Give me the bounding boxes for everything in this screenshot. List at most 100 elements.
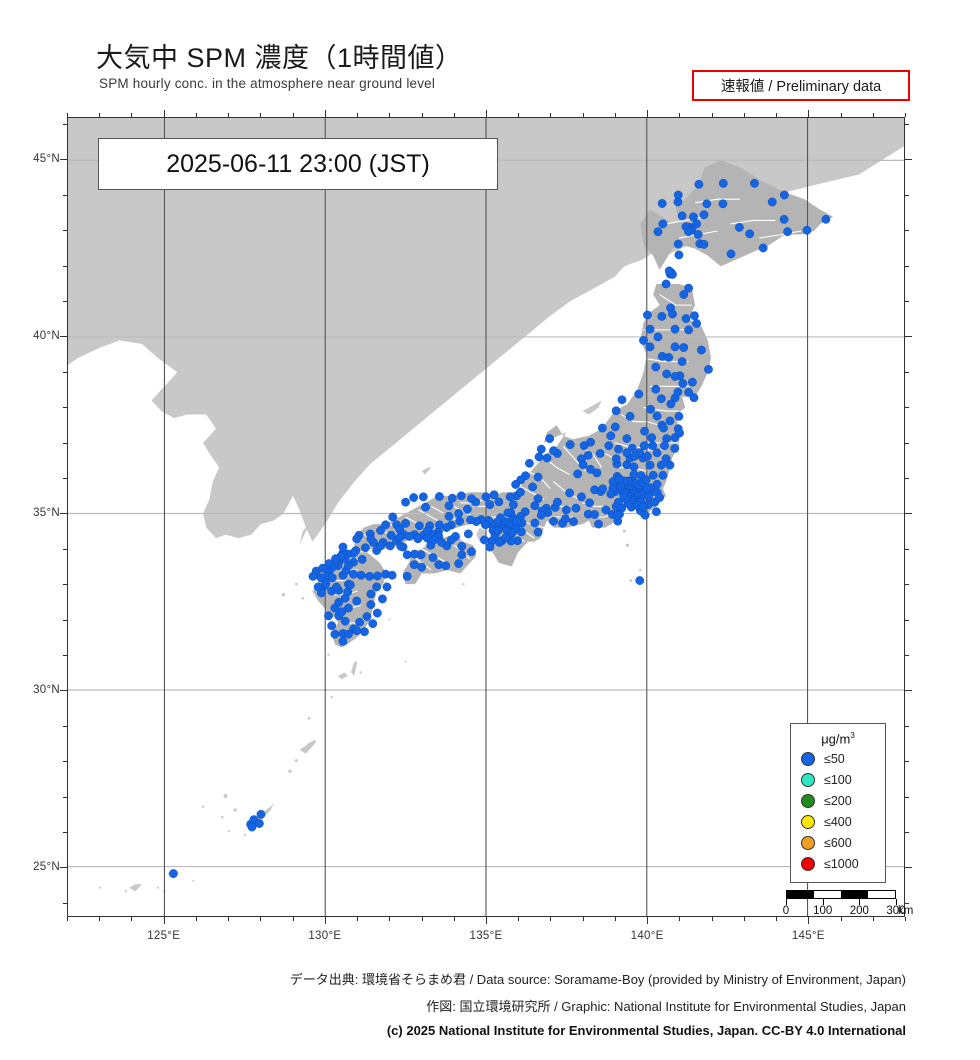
x-axis-tick-label-1: 130°E bbox=[308, 930, 342, 942]
legend-label-1: ≤100 bbox=[824, 772, 852, 787]
y-axis-tick-45 bbox=[60, 159, 67, 161]
x-axis-tick-top-128 bbox=[260, 113, 262, 117]
y-axis-tick-46 bbox=[63, 124, 67, 126]
page-subtitle: SPM hourly conc. in the atmosphere near … bbox=[99, 76, 436, 91]
x-axis-tick-top-136 bbox=[518, 113, 520, 117]
x-axis-tick-140 bbox=[647, 917, 649, 924]
scale-segment-1 bbox=[814, 891, 841, 898]
x-axis-tick-130 bbox=[324, 917, 326, 924]
map-plot-area[interactable] bbox=[67, 117, 905, 917]
y-axis-tick-right-38 bbox=[905, 407, 909, 409]
scale-segment-2 bbox=[841, 891, 868, 898]
y-axis-tick-right-30 bbox=[905, 690, 912, 692]
x-axis-tick-top-126 bbox=[195, 113, 197, 117]
y-axis-tick-32 bbox=[63, 619, 67, 621]
legend-swatch-0 bbox=[801, 751, 815, 766]
x-axis-tick-top-148 bbox=[905, 113, 906, 117]
x-axis-tick-top-123 bbox=[99, 113, 101, 117]
legend-item-2: ≤200 bbox=[791, 790, 885, 811]
y-axis-tick-right-44 bbox=[905, 194, 909, 196]
scale-label-3: 300 bbox=[886, 905, 906, 917]
x-axis-tick-133 bbox=[421, 917, 423, 921]
scale-tick-3 bbox=[896, 899, 897, 905]
y-axis-tick-27 bbox=[63, 796, 67, 798]
x-axis-tick-label-4: 145°E bbox=[791, 930, 825, 942]
x-axis-tick-136 bbox=[518, 917, 520, 921]
timestamp-box: 2025-06-11 23:00 (JST) bbox=[98, 138, 498, 190]
x-axis-tick-141 bbox=[679, 917, 681, 921]
scale-bar-segments bbox=[786, 890, 896, 899]
y-axis-tick-42 bbox=[63, 265, 67, 267]
x-axis-tick-label-3: 140°E bbox=[630, 930, 664, 942]
legend-item-1: ≤100 bbox=[791, 769, 885, 790]
legend-swatch-2 bbox=[801, 793, 815, 808]
scale-label-2: 200 bbox=[849, 905, 869, 917]
y-axis-tick-right-40 bbox=[905, 336, 912, 338]
y-axis-tick-40 bbox=[60, 336, 67, 338]
y-axis-tick-43 bbox=[63, 230, 67, 232]
y-axis-tick-36 bbox=[63, 478, 67, 480]
x-axis-tick-128 bbox=[260, 917, 262, 921]
y-axis-tick-41 bbox=[63, 301, 67, 303]
scale-label-1: 100 bbox=[813, 905, 833, 917]
legend-label-3: ≤400 bbox=[824, 814, 852, 829]
x-axis-tick-top-122 bbox=[67, 113, 68, 117]
y-axis-tick-right-26 bbox=[905, 832, 909, 834]
y-axis-tick-44 bbox=[63, 194, 67, 196]
preliminary-data-badge: 速報値 / Preliminary data bbox=[692, 70, 910, 101]
y-axis-tick-39 bbox=[63, 371, 67, 373]
legend-label-0: ≤50 bbox=[824, 751, 845, 766]
x-axis-tick-143 bbox=[743, 917, 745, 921]
y-axis-tick-right-29 bbox=[905, 725, 909, 727]
y-axis-tick-24 bbox=[63, 902, 67, 904]
scale-tick-1 bbox=[822, 899, 824, 905]
x-axis-tick-135 bbox=[486, 917, 487, 924]
x-axis-tick-129 bbox=[292, 917, 294, 921]
x-axis-tick-top-133 bbox=[421, 113, 423, 117]
y-axis-tick-25 bbox=[60, 867, 67, 869]
x-axis-tick-top-140 bbox=[647, 110, 649, 117]
x-axis-tick-top-134 bbox=[453, 113, 455, 117]
scale-segment-3 bbox=[868, 891, 895, 898]
y-axis-tick-30 bbox=[60, 690, 67, 692]
y-axis-tick-37 bbox=[63, 442, 67, 444]
legend-swatch-4 bbox=[801, 835, 815, 850]
x-axis-tick-148 bbox=[905, 917, 906, 921]
y-axis-tick-label-1: 40°N bbox=[33, 330, 60, 343]
legend-rows: ≤50 ≤100 ≤200 ≤400 ≤600 ≤1000 bbox=[791, 748, 885, 874]
y-axis-tick-right-31 bbox=[905, 655, 909, 657]
x-axis-tick-131 bbox=[357, 917, 359, 921]
x-axis-tick-123 bbox=[99, 917, 101, 921]
scale-tick-2 bbox=[859, 899, 861, 905]
x-axis-tick-146 bbox=[840, 917, 842, 921]
x-axis-tick-138 bbox=[582, 917, 584, 921]
y-axis-tick-26 bbox=[63, 832, 67, 834]
y-axis-tick-right-43 bbox=[905, 230, 909, 232]
legend-title: μg/m3 bbox=[791, 728, 885, 746]
footer-data-source: データ出典: 環境省そらまめ君 / Data source: Soramame-… bbox=[289, 972, 906, 987]
x-axis-tick-top-125 bbox=[163, 110, 165, 117]
y-axis-tick-right-36 bbox=[905, 478, 909, 480]
x-axis-tick-145 bbox=[808, 917, 810, 924]
y-axis-tick-35 bbox=[60, 513, 67, 515]
scale-bar-labels: km 0 100 200 300 bbox=[782, 905, 914, 919]
y-axis-tick-right-32 bbox=[905, 619, 909, 621]
x-axis-tick-top-144 bbox=[776, 113, 778, 117]
y-axis-tick-right-46 bbox=[905, 124, 909, 126]
x-axis-tick-137 bbox=[550, 917, 552, 921]
y-axis-tick-right-24 bbox=[905, 902, 909, 904]
x-axis-tick-top-141 bbox=[679, 113, 681, 117]
y-axis-tick-label-3: 30°N bbox=[33, 684, 60, 697]
x-axis-tick-top-138 bbox=[582, 113, 584, 117]
y-axis-tick-right-42 bbox=[905, 265, 909, 267]
x-axis-tick-top-127 bbox=[228, 113, 230, 117]
legend-unit-exponent: 3 bbox=[850, 731, 855, 740]
x-axis-tick-label-2: 135°E bbox=[469, 930, 503, 942]
y-axis-tick-29 bbox=[63, 725, 67, 727]
x-axis-tick-top-130 bbox=[324, 110, 326, 117]
scale-label-0: 0 bbox=[782, 905, 790, 917]
scale-bar-ticks bbox=[786, 899, 897, 905]
y-axis-tick-label-2: 35°N bbox=[33, 507, 60, 520]
x-axis-tick-144 bbox=[776, 917, 778, 921]
